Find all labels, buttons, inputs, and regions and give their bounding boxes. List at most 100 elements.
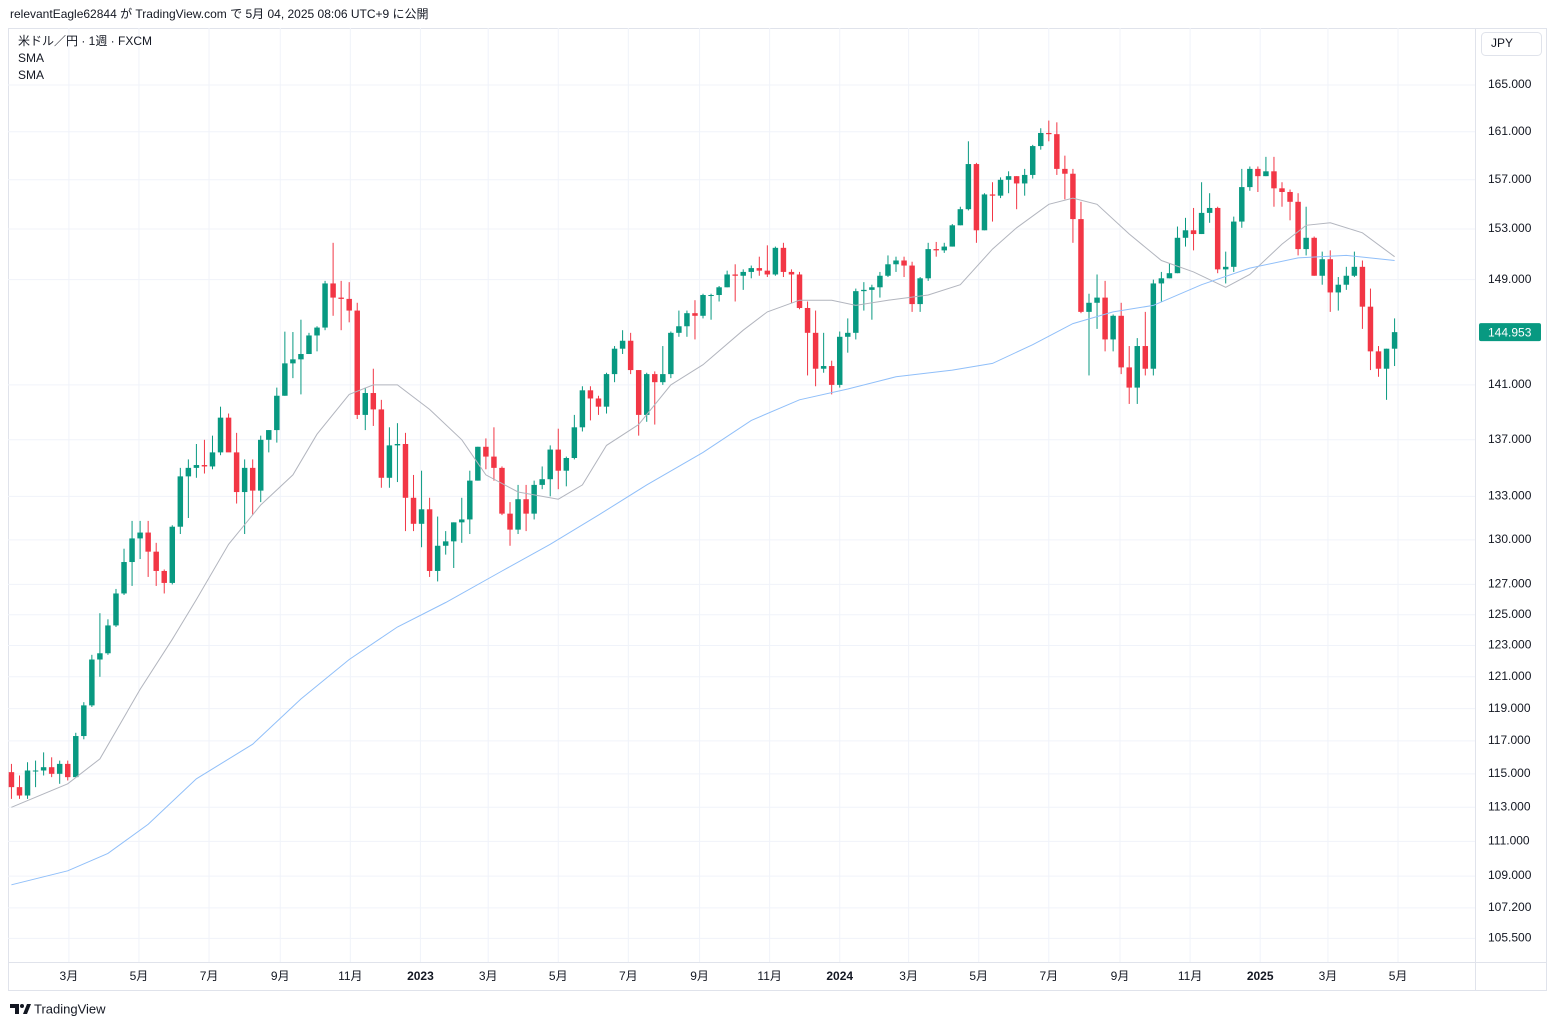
x-tick-label: 5月	[969, 969, 988, 983]
candle-body	[56, 763, 63, 774]
candle-body	[949, 225, 956, 247]
candle-body	[772, 247, 779, 275]
candle-body	[1319, 259, 1325, 276]
y-tick-label: 130.000	[1488, 532, 1532, 546]
candle-body	[314, 327, 320, 336]
candle-body	[8, 772, 15, 788]
x-tick-label: 7月	[1039, 969, 1058, 983]
candle-body	[1367, 306, 1374, 352]
candle-body	[1134, 346, 1140, 388]
candle-body	[169, 526, 176, 583]
x-tick-label: 3月	[60, 969, 79, 983]
candle-body	[257, 439, 264, 491]
candle-body	[539, 479, 545, 485]
candle-body	[1086, 302, 1092, 312]
candle-body	[1375, 351, 1382, 369]
candle-body	[32, 770, 39, 772]
candle-body	[418, 509, 425, 524]
candle-body	[933, 249, 939, 251]
candle-body	[1206, 207, 1213, 213]
candle-body	[386, 445, 393, 478]
candle-body	[563, 457, 570, 471]
candle-body	[338, 297, 344, 299]
candle-body	[1013, 176, 1020, 184]
candle-body	[459, 519, 465, 523]
candle-body	[467, 480, 473, 520]
candle-body	[65, 763, 71, 778]
candle-body	[362, 393, 369, 415]
candle-body	[660, 374, 666, 383]
candle-body	[1287, 191, 1293, 202]
candle-body	[161, 570, 167, 583]
y-tick-label: 165.000	[1488, 77, 1532, 91]
candle-body	[515, 499, 521, 530]
candle-body	[274, 395, 280, 431]
candle-body	[1005, 176, 1012, 180]
legend-entry: SMA	[18, 51, 44, 65]
candle-body	[1150, 283, 1157, 369]
candle-body	[201, 465, 208, 467]
candle-body	[322, 283, 328, 328]
y-tick-label: 161.000	[1488, 124, 1532, 138]
y-tick-label: 105.500	[1488, 931, 1532, 945]
y-tick-label: 133.000	[1488, 489, 1532, 503]
y-tick-label: 113.000	[1488, 799, 1531, 813]
candle-body	[748, 268, 754, 272]
candle-body	[1126, 367, 1132, 388]
y-tick-label: 119.000	[1488, 701, 1531, 715]
x-tick-label: 2025	[1247, 969, 1274, 983]
x-tick-label: 5月	[549, 969, 568, 983]
x-tick-label: 11月	[338, 969, 362, 983]
candle-body	[1255, 168, 1261, 177]
candle-body	[981, 194, 988, 231]
x-tick-label: 3月	[479, 969, 498, 983]
candle-body	[1303, 237, 1309, 250]
legend-entry: SMA	[18, 68, 44, 82]
y-tick-label: 107.200	[1488, 900, 1532, 914]
candle-body	[1263, 171, 1269, 177]
candle-body	[627, 340, 634, 371]
candle-body	[1279, 188, 1285, 192]
candle-body	[925, 249, 931, 279]
candle-body	[997, 179, 1004, 196]
candle-body	[24, 770, 31, 796]
candle-body	[828, 366, 835, 385]
candle-body	[684, 313, 690, 327]
y-tick-label: 109.000	[1488, 868, 1532, 882]
candle-body	[869, 287, 875, 290]
candle-body	[499, 467, 505, 514]
candle-body	[266, 430, 272, 440]
candle-body	[426, 509, 433, 571]
candle-body	[129, 538, 135, 563]
candle-body	[740, 271, 746, 276]
candle-body	[121, 562, 127, 594]
x-tick-label: 5月	[130, 969, 149, 983]
currency-label[interactable]: JPY	[1491, 36, 1513, 50]
x-tick-label: 9月	[690, 969, 709, 983]
candle-body	[1021, 174, 1028, 184]
x-tick-label: 5月	[1389, 969, 1408, 983]
currency-button[interactable]	[1481, 32, 1542, 56]
candle-body	[370, 393, 377, 410]
candle-body	[1102, 297, 1108, 340]
chart-frame	[8, 28, 1547, 991]
candle-body	[1038, 132, 1044, 147]
candle-body	[507, 513, 513, 530]
x-tick-label: 3月	[899, 969, 918, 983]
sma-line	[11, 197, 1395, 808]
candle-body	[965, 164, 972, 210]
candle-body	[1271, 171, 1277, 189]
y-tick-label: 153.000	[1488, 221, 1532, 235]
sma-line	[11, 254, 1395, 886]
candle-body	[611, 348, 618, 375]
candle-body	[909, 265, 915, 305]
candle-body	[73, 736, 79, 778]
candle-body	[402, 443, 409, 498]
candle-body	[410, 497, 417, 524]
candle-body	[282, 363, 288, 396]
axes: 165.000 161.000 157.000 153.000 149.000 141.0…	[60, 77, 1541, 983]
candle-body	[346, 298, 352, 311]
candle-body	[1247, 168, 1253, 188]
candle-body	[1062, 168, 1068, 174]
